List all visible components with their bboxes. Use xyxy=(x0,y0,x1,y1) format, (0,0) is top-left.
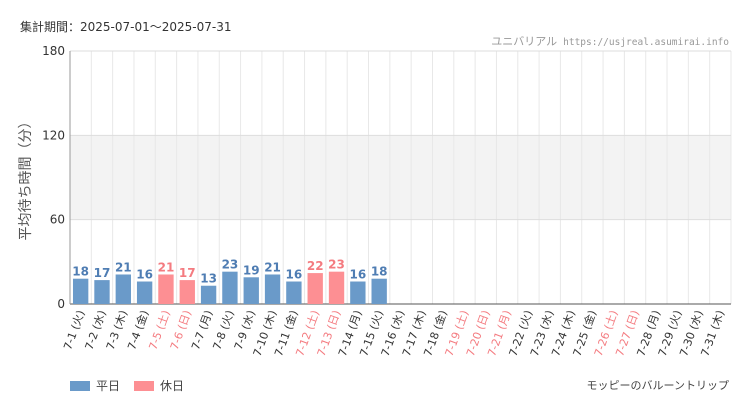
shaded-band xyxy=(70,135,731,220)
bar-value-label: 23 xyxy=(328,258,345,272)
bar-value-label: 21 xyxy=(115,260,132,274)
legend-swatch-weekday xyxy=(70,380,90,391)
legend-item-holiday: 休日 xyxy=(134,377,184,394)
source-site: https://usjreal.asumirai.info xyxy=(563,37,729,48)
bar-value-label: 16 xyxy=(350,268,367,282)
bar xyxy=(179,280,195,304)
bar-value-label: 17 xyxy=(179,266,196,280)
bar-value-label: 18 xyxy=(72,265,89,279)
y-tick-label: 180 xyxy=(42,44,65,58)
bar xyxy=(136,281,153,304)
bar-value-label: 13 xyxy=(200,272,217,286)
bar xyxy=(264,274,281,304)
bar xyxy=(200,285,217,304)
y-tick-label: 0 xyxy=(57,297,65,311)
source-park: ユニバリアル xyxy=(491,35,558,48)
bar xyxy=(307,273,323,304)
bar xyxy=(243,277,259,304)
bar-value-label: 16 xyxy=(286,268,303,282)
bar xyxy=(328,271,345,304)
legend: 平日 休日 xyxy=(70,377,198,394)
y-tick-label: 120 xyxy=(42,128,65,142)
bar-value-label: 22 xyxy=(307,259,324,273)
bar xyxy=(350,281,366,304)
legend-label-weekday: 平日 xyxy=(96,379,121,393)
bar xyxy=(222,271,238,304)
bar xyxy=(115,274,131,304)
bar xyxy=(94,280,110,304)
legend-item-weekday: 平日 xyxy=(70,377,120,394)
bar-value-label: 21 xyxy=(158,260,175,274)
period-label: 集計期間：2025-07-01～2025-07-31 xyxy=(20,20,232,34)
bar-value-label: 19 xyxy=(243,263,260,277)
bar xyxy=(158,274,174,304)
bar-value-label: 18 xyxy=(371,265,388,279)
bar-value-label: 17 xyxy=(94,266,111,280)
bar xyxy=(371,278,387,304)
legend-swatch-holiday xyxy=(134,380,155,391)
y-tick-label: 60 xyxy=(50,213,65,227)
bar-value-label: 21 xyxy=(264,260,281,274)
bar-value-label: 16 xyxy=(136,268,153,282)
bar-value-label: 23 xyxy=(222,258,239,272)
y-axis-title: 平均待ち時間（分） xyxy=(18,115,34,241)
bar xyxy=(72,278,89,304)
source-credit: ユニバリアル https://usjreal.asumirai.info xyxy=(491,33,729,49)
bar xyxy=(286,281,302,304)
legend-label-holiday: 休日 xyxy=(160,379,185,393)
attraction-name: モッピーのバルーントリップ xyxy=(586,379,729,392)
